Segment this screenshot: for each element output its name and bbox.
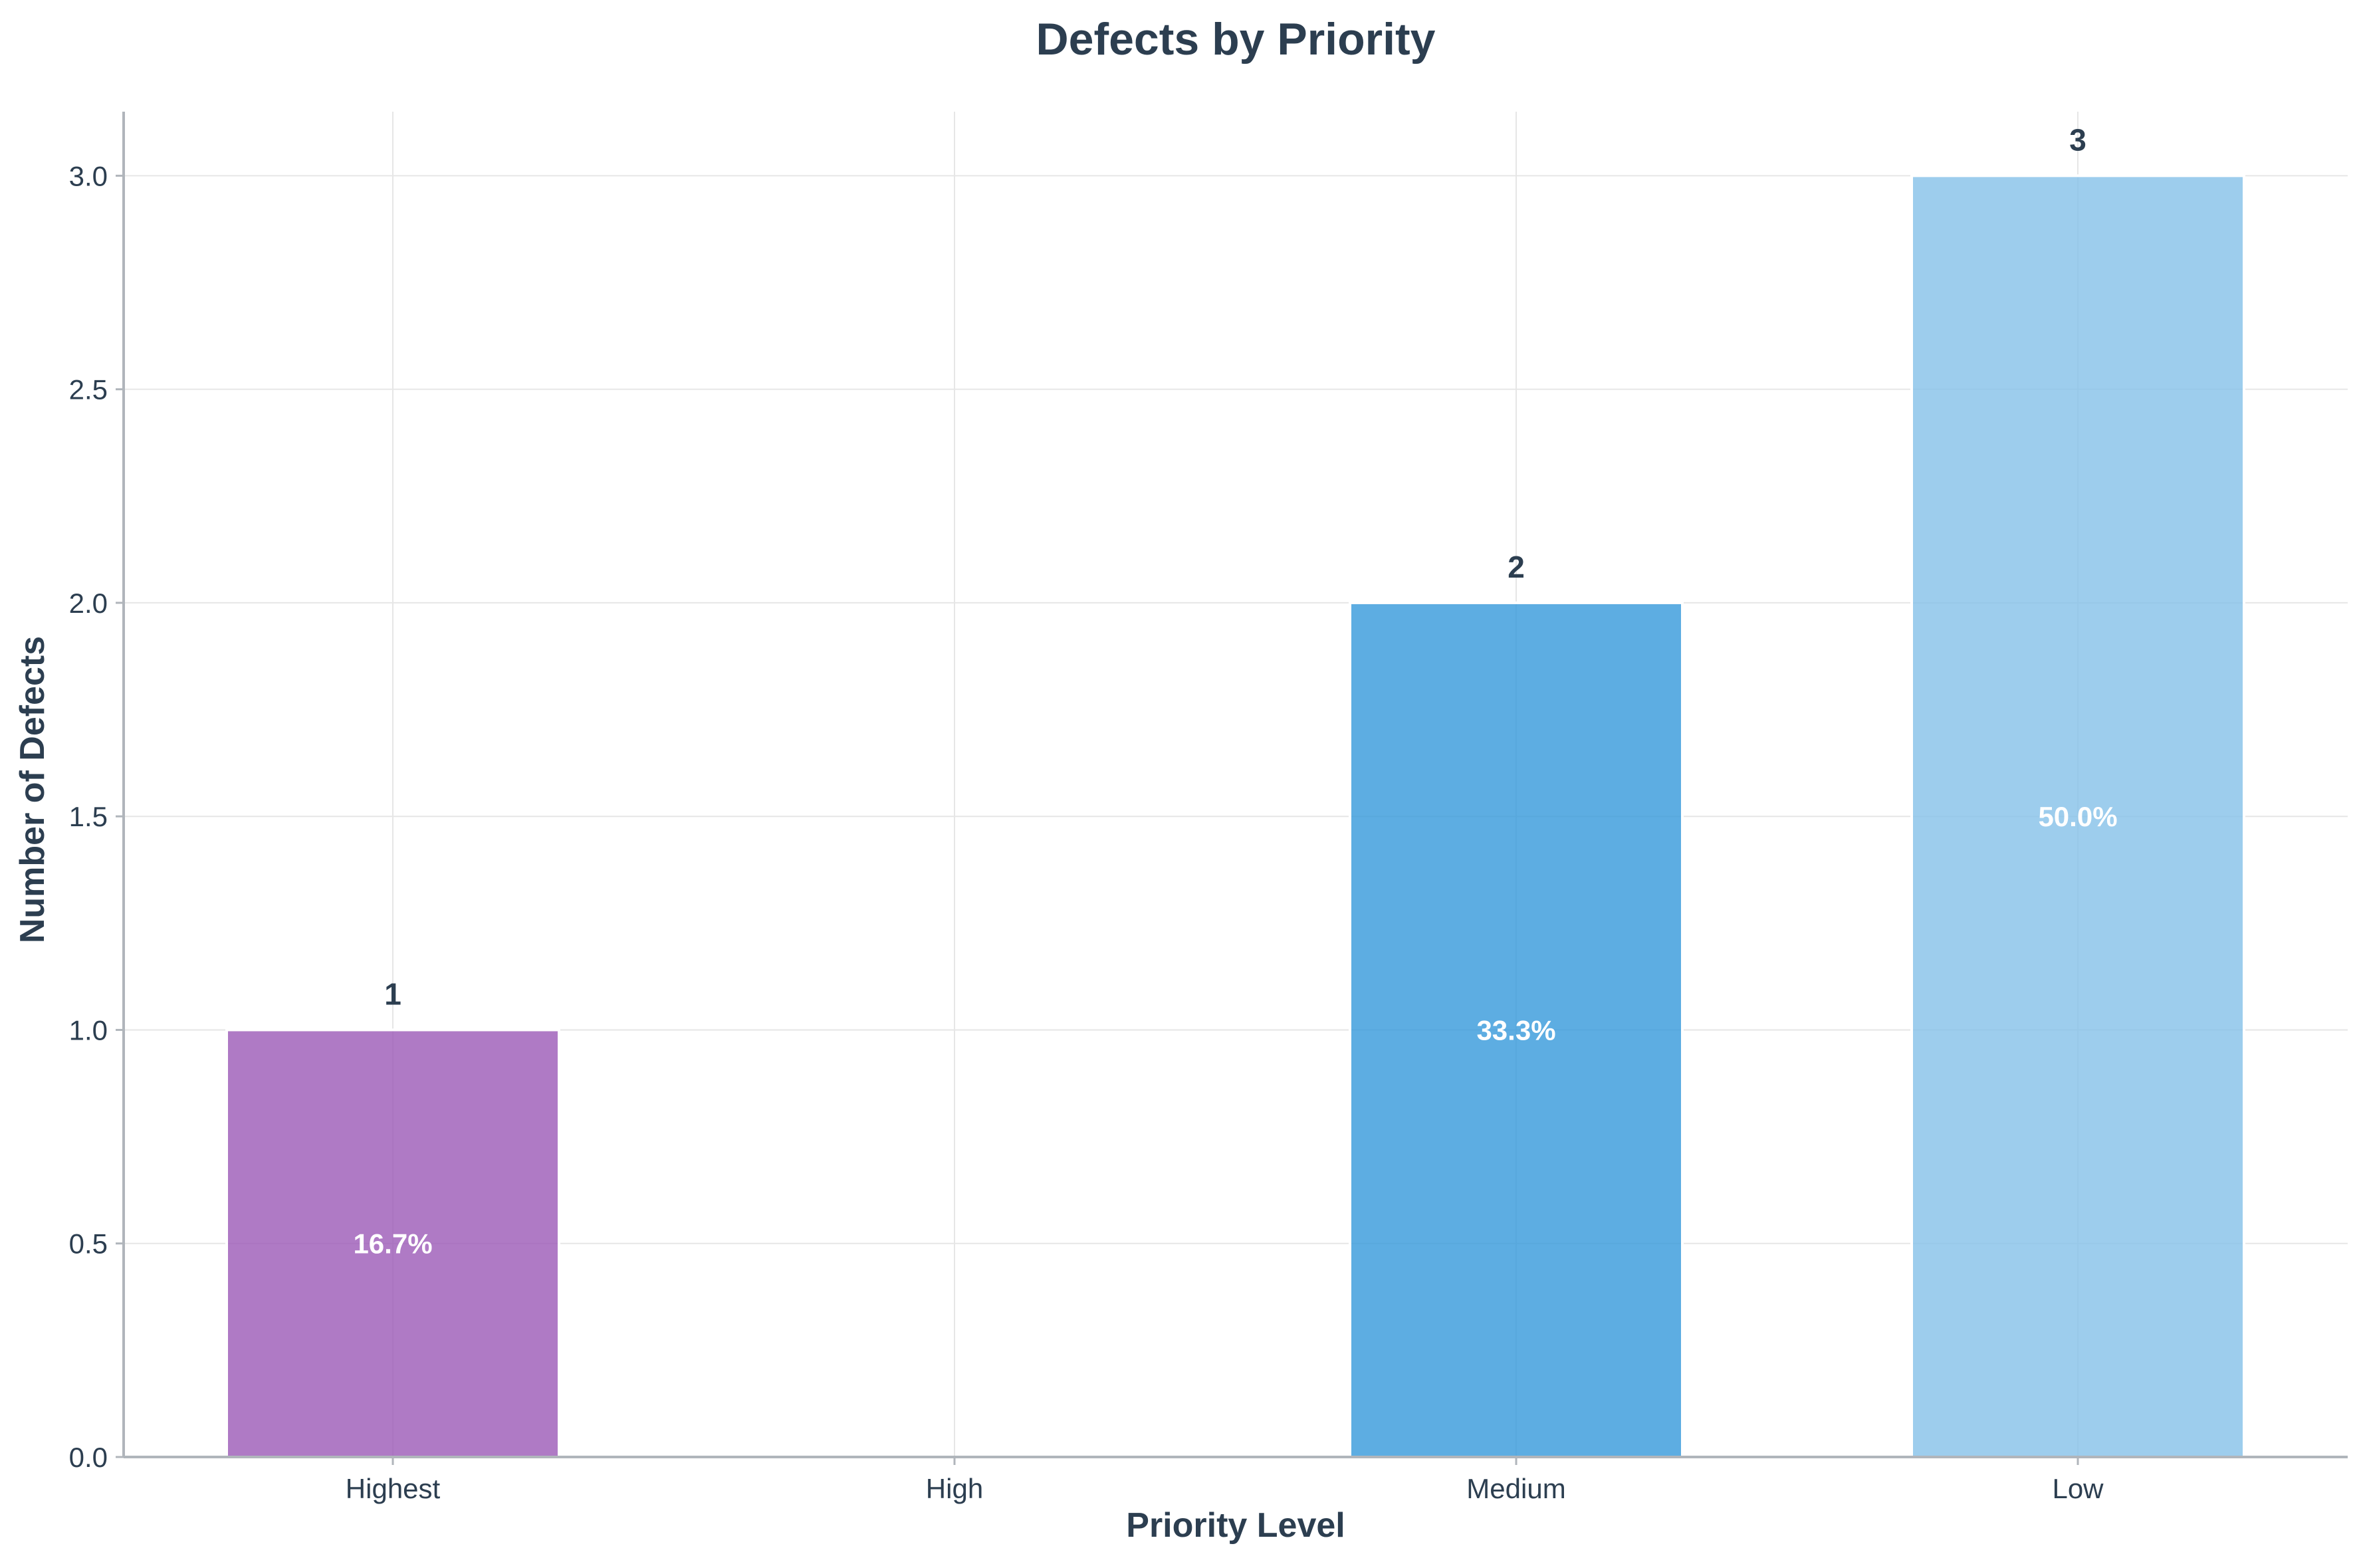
y-tick-label: 2.0 [69, 588, 108, 619]
bars-layer [225, 174, 2245, 1458]
bar-highest [225, 1028, 560, 1458]
y-tick-label: 0.5 [69, 1228, 108, 1260]
x-tick-label: High [926, 1473, 983, 1504]
bar-low [1910, 174, 2245, 1458]
y-tick-label: 1.5 [69, 801, 108, 832]
x-tick-label: Low [2052, 1473, 2104, 1504]
bar-percent-label: 50.0% [2038, 801, 2117, 832]
y-tick-label: 2.5 [69, 374, 108, 405]
bar-percent-label: 33.3% [1476, 1014, 1555, 1046]
y-tick-label: 3.0 [69, 160, 108, 191]
y-axis-title: Number of Defects [13, 636, 52, 943]
spines-layer [116, 112, 2348, 1465]
bar-value-label: 2 [1508, 550, 1525, 584]
chart-title: Defects by Priority [1036, 14, 1436, 64]
x-tick-label: Highest [346, 1473, 441, 1504]
bar-value-label: 3 [2069, 122, 2086, 157]
bar-value-label: 1 [384, 976, 401, 1011]
y-tick-label: 1.0 [69, 1014, 108, 1046]
labels-layer: 0.0 0.5 1.0 1.5 2.0 2.5 3.0 Highest High Medium Lo… [69, 122, 2118, 1504]
x-tick-label: Medium [1466, 1473, 1565, 1504]
bar-medium [1349, 601, 1684, 1458]
x-axis-title: Priority Level [1126, 1506, 1345, 1545]
y-tick-label: 0.0 [69, 1442, 108, 1473]
bar-percent-label: 16.7% [353, 1228, 432, 1260]
